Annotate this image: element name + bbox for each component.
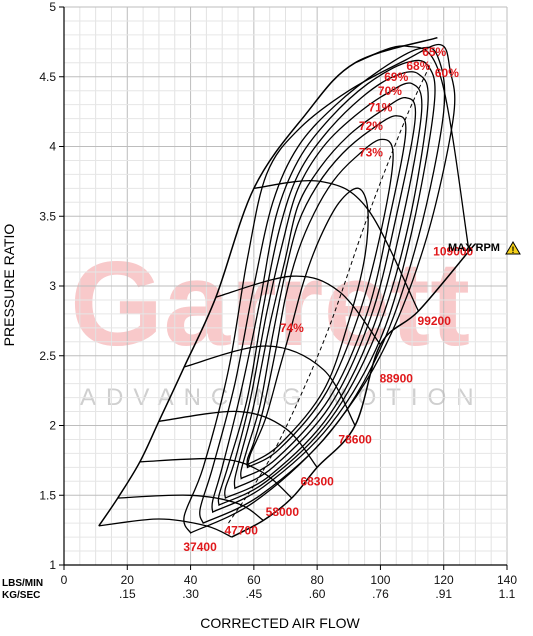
x-tick-label: 0: [61, 573, 68, 587]
peak-efficiency-centerline: [228, 62, 432, 524]
speed-lines: [98, 45, 470, 538]
max-rpm-label: MAX RPM: [448, 242, 500, 254]
efficiency-islands: [183, 43, 456, 534]
x-unit-secondary: KG/SEC: [2, 590, 40, 601]
x-tick-secondary-label: .91: [435, 587, 452, 601]
rpm-label-78600: 78600: [338, 433, 372, 447]
x-tick-label: 120: [434, 573, 454, 587]
rpm-label-37400: 37400: [183, 540, 217, 554]
x-tick-secondary-label: .76: [372, 587, 389, 601]
efficiency-label-73: 73%: [359, 145, 383, 159]
rpm-label-47700: 47700: [225, 523, 259, 537]
y-tick-label: 4.5: [39, 70, 56, 84]
x-tick-secondary-label: .60: [309, 587, 326, 601]
x-axis-title: CORRECTED AIR FLOW: [200, 615, 360, 631]
y-tick-label: 1.5: [39, 488, 56, 502]
x-tick-label: 60: [247, 573, 261, 587]
axis-ticks: 1 1.5 2 2.5 3 3.5 4 4.5 5 0 20.15 40.30 60.45 80.60 10…: [39, 0, 517, 601]
max-rpm-annotation: MAX RPM !: [448, 241, 521, 255]
efficiency-island-70: [224, 82, 423, 500]
speed-line-47700: [117, 494, 264, 521]
efficiency-label-71: 71%: [368, 101, 392, 115]
speed-line-68300: [158, 410, 318, 468]
rpm-label-88900: 88900: [380, 371, 414, 385]
speed-line-109000: [354, 45, 470, 252]
y-tick-label: 1: [49, 558, 56, 572]
y-tick-label: 5: [49, 0, 56, 14]
x-tick-secondary-label: .15: [119, 587, 136, 601]
efficiency-label-74: 74%: [280, 321, 304, 335]
x-unit-primary: LBS/MIN: [2, 578, 43, 589]
x-tick-label: 20: [121, 573, 135, 587]
svg-text:!: !: [512, 245, 515, 255]
speed-line-99200: [253, 180, 419, 312]
x-tick-label: 100: [370, 573, 390, 587]
chart-labels: 65%68%69%70% 71% 72% 73% 60% 74% 37400 47700 580…: [183, 45, 473, 554]
x-tick-label: 140: [497, 573, 517, 587]
speed-line-58000: [139, 457, 293, 499]
x-tick-secondary-label: .45: [246, 587, 263, 601]
speed-line-37400: [98, 518, 232, 538]
y-tick-label: 2.5: [39, 349, 56, 363]
efficiency-label-68: 68%: [406, 59, 430, 73]
x-tick-label: 40: [184, 573, 198, 587]
efficiency-island-69: [217, 71, 429, 507]
map-boundaries: [98, 36, 477, 538]
efficiency-island-71: [233, 97, 417, 490]
speed-line-88900: [215, 275, 381, 345]
grid: [63, 6, 508, 566]
rpm-label-68300: 68300: [300, 474, 334, 488]
efficiency-label-72: 72%: [359, 119, 383, 133]
efficiency-island-60: [183, 43, 456, 534]
efficiency-label-70: 70%: [378, 84, 402, 98]
warning-icon: !: [505, 241, 521, 255]
rpm-label-109000: 109000: [433, 244, 473, 258]
choke-line: [231, 243, 477, 538]
efficiency-island-68: [211, 59, 436, 514]
efficiency-label-65: 65%: [422, 45, 446, 59]
y-tick-label: 3: [49, 279, 56, 293]
efficiency-island-72: [240, 115, 407, 480]
rpm-label-99200: 99200: [418, 314, 452, 328]
x-tick-secondary-label: .30: [182, 587, 199, 601]
y-tick-label: 4: [49, 140, 56, 154]
efficiency-island-74: [246, 187, 369, 467]
y-tick-label: 2: [49, 419, 56, 433]
efficiency-island-65: [199, 46, 446, 525]
x-tick-label: 80: [310, 573, 324, 587]
y-tick-label: 3.5: [39, 209, 56, 223]
rpm-label-58000: 58000: [266, 505, 300, 519]
efficiency-label-60: 60%: [435, 66, 459, 80]
efficiency-label-69: 69%: [384, 70, 408, 84]
speed-line-78600: [184, 345, 356, 426]
y-axis-title: PRESSURE RATIO: [1, 224, 17, 347]
surge-line: [98, 36, 438, 527]
x-tick-secondary-label: 1.1: [499, 587, 516, 601]
